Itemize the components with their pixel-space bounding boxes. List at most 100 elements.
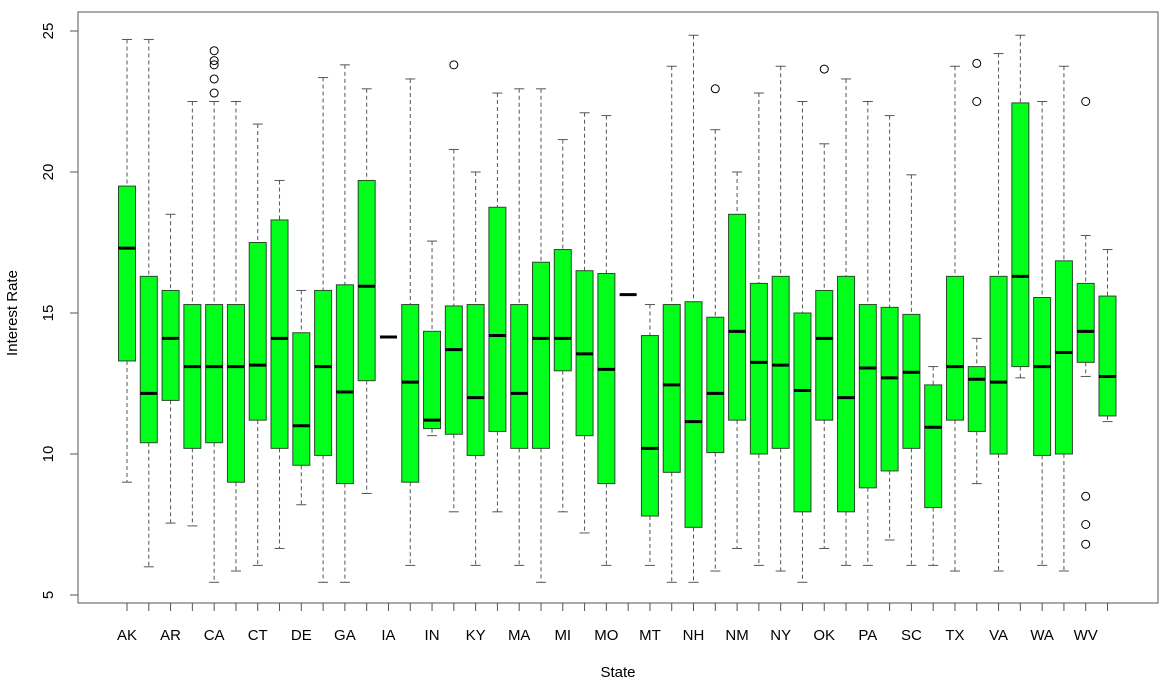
- outlier-point: [1081, 539, 1091, 549]
- box-body: [270, 219, 289, 449]
- box-nj: [706, 84, 725, 572]
- x-tick-label: MA: [508, 627, 531, 644]
- box-body: [118, 185, 136, 362]
- x-tick-label: IA: [381, 627, 395, 644]
- y-tick-label: 20: [40, 164, 57, 181]
- outlier-point: [972, 58, 982, 68]
- box-fl: [314, 77, 333, 583]
- x-tick-label: MI: [554, 627, 571, 644]
- x-tick-label: CT: [248, 627, 268, 644]
- box-ma: [510, 88, 529, 566]
- outlier-point: [1081, 491, 1091, 501]
- box-body: [837, 275, 856, 513]
- box-body: [967, 366, 986, 432]
- y-tick-label: 10: [40, 446, 57, 463]
- box-ak: [118, 38, 136, 483]
- box-pa: [858, 101, 877, 566]
- box-body: [728, 213, 747, 421]
- box-body: [815, 289, 834, 421]
- outlier-point: [1081, 520, 1091, 529]
- box-body: [531, 261, 550, 449]
- box-body: [139, 275, 158, 444]
- box-body: [466, 304, 485, 456]
- box-ca: [205, 46, 224, 583]
- box-body: [902, 313, 921, 449]
- box-body: [357, 179, 376, 382]
- box-body: [488, 206, 507, 432]
- box-in: [423, 240, 442, 437]
- outlier-point: [449, 60, 459, 70]
- x-tick-label: WA: [1030, 627, 1054, 644]
- x-tick-label: IN: [425, 627, 440, 644]
- box-body: [1011, 102, 1030, 368]
- x-tick-label: CA: [204, 627, 225, 644]
- box-hi: [357, 88, 376, 494]
- box-mi: [553, 139, 572, 513]
- box-tx: [945, 65, 964, 572]
- box-nm: [728, 171, 747, 549]
- x-tick-label: KY: [466, 627, 486, 644]
- box-wy: [1098, 249, 1117, 423]
- box-body: [510, 304, 529, 449]
- y-axis: 5 10 15 20 25: [40, 23, 79, 599]
- box-body: [880, 306, 899, 472]
- box-ks: [444, 60, 463, 513]
- box-body: [183, 304, 202, 449]
- box-body: [444, 305, 463, 435]
- y-axis-title: Interest Rate: [4, 270, 21, 356]
- box-body: [292, 332, 311, 466]
- box-sc: [902, 174, 921, 566]
- x-tick-label: TX: [945, 627, 964, 644]
- box-body: [858, 304, 877, 489]
- outlier-point: [209, 88, 219, 98]
- box-mn: [575, 112, 594, 534]
- x-tick-label: GA: [334, 627, 356, 644]
- box-vt: [1011, 34, 1030, 379]
- box-la: [488, 92, 507, 513]
- box-body: [248, 242, 267, 421]
- box-wi: [1054, 65, 1073, 572]
- x-tick-label: AR: [160, 627, 181, 644]
- box-or: [837, 78, 856, 566]
- box-body: [793, 312, 812, 513]
- x-tick-label: MO: [594, 627, 618, 644]
- box-az: [183, 101, 202, 527]
- box-wv: [1076, 97, 1095, 549]
- outlier-point: [209, 46, 219, 56]
- box-md: [531, 88, 550, 583]
- x-tick-label: MT: [639, 627, 661, 644]
- x-tick-label: NY: [770, 627, 791, 644]
- box-body: [1033, 296, 1052, 456]
- box-va: [989, 53, 1008, 572]
- box-body: [662, 304, 681, 473]
- y-tick-label: 15: [40, 305, 57, 322]
- outlier-point: [1081, 97, 1091, 106]
- y-tick-label: 25: [40, 23, 57, 40]
- box-co: [226, 101, 245, 572]
- boxes-group: [118, 34, 1117, 583]
- box-body: [205, 304, 224, 444]
- box-body: [553, 249, 572, 372]
- box-mo: [597, 115, 616, 566]
- y-tick-label: 5: [40, 591, 57, 599]
- box-body: [749, 282, 768, 455]
- outlier-point: [209, 74, 219, 84]
- outlier-point: [710, 84, 720, 94]
- box-ny: [771, 65, 790, 572]
- box-nv: [749, 92, 768, 566]
- box-ok: [815, 64, 834, 549]
- box-sd: [924, 366, 943, 566]
- x-tick-label: DE: [291, 627, 312, 644]
- box-oh: [793, 101, 812, 583]
- box-body: [161, 289, 180, 401]
- box-body: [640, 335, 659, 517]
- x-tick-label: VA: [989, 627, 1008, 644]
- box-body: [684, 301, 703, 528]
- x-tick-label: OK: [813, 627, 835, 644]
- x-tick-label: AK: [117, 627, 137, 644]
- box-body: [401, 304, 420, 483]
- box-body: [1098, 295, 1117, 417]
- box-nc: [662, 65, 681, 583]
- box-body: [924, 384, 943, 509]
